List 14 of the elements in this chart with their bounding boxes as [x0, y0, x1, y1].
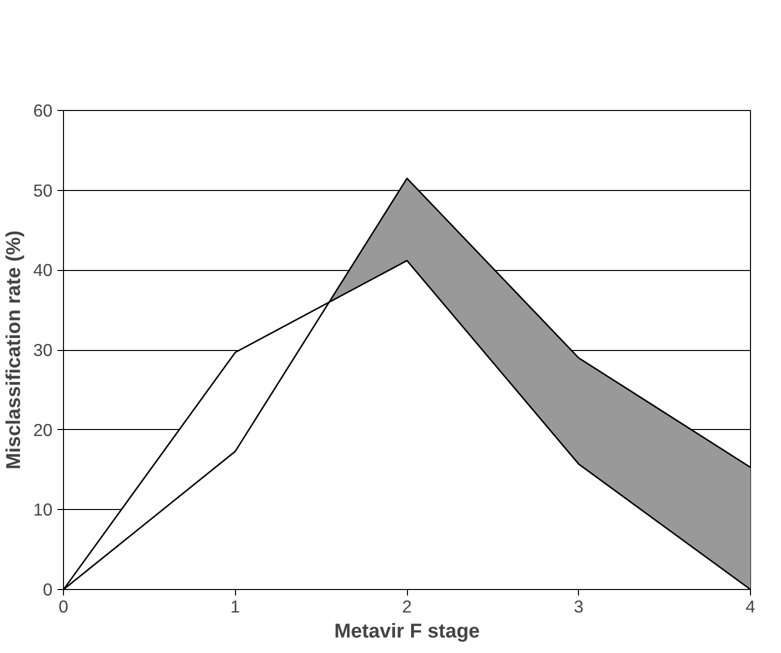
- x-tick-label: 2: [402, 596, 412, 616]
- y-tick-label: 50: [33, 180, 53, 200]
- x-axis-title: Metavir F stage: [334, 620, 480, 642]
- y-tick-label: 20: [33, 420, 53, 440]
- x-tick-label: 4: [746, 596, 756, 616]
- y-tick-label: 40: [33, 260, 53, 280]
- y-tick-label: 60: [33, 100, 53, 120]
- y-tick-label: 30: [33, 340, 53, 360]
- x-tick-label: 0: [58, 596, 68, 616]
- y-tick-label: 10: [33, 500, 53, 520]
- y-axis-title: Misclassification rate (%): [3, 230, 26, 470]
- x-tick-label: 3: [574, 596, 584, 616]
- x-tick-label: 1: [230, 596, 240, 616]
- y-tick-label: 0: [42, 580, 53, 600]
